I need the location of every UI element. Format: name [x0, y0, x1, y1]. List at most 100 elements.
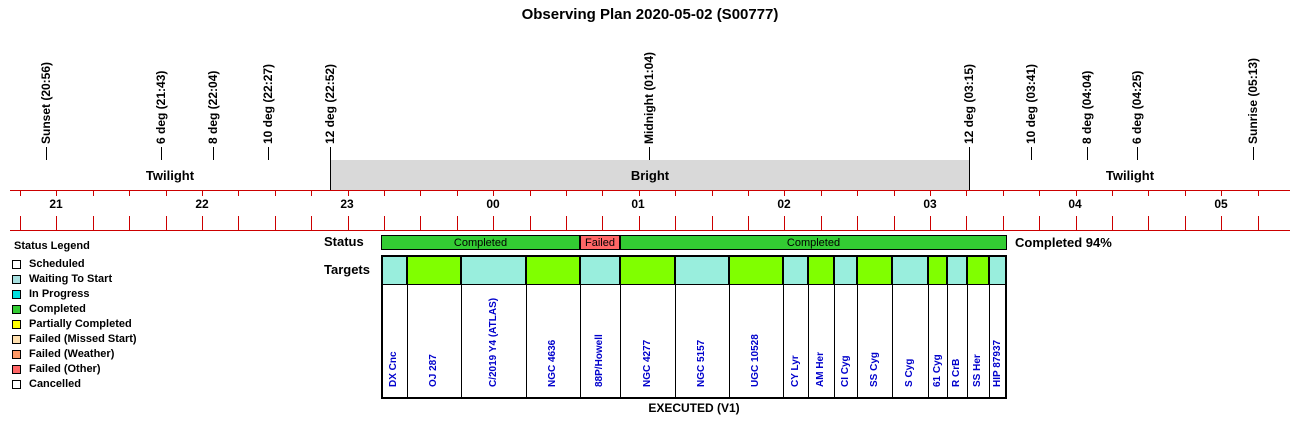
target-status-cell[interactable]: [989, 255, 1007, 285]
status-segment[interactable]: Completed: [381, 235, 580, 250]
axis-tick: [166, 216, 167, 230]
axis-tick: [129, 216, 130, 230]
axis-tick: [1112, 216, 1113, 230]
axis-tick: [275, 190, 276, 196]
legend-label: Scheduled: [29, 258, 85, 270]
event-label: 12 deg (03:15): [962, 63, 976, 144]
target-status-cell[interactable]: [783, 255, 808, 285]
axis-tick: [966, 216, 967, 230]
event-tick: [1137, 147, 1138, 160]
target-column[interactable]: [857, 285, 892, 398]
event-tick: [213, 147, 214, 160]
target-name[interactable]: S Cyg: [904, 358, 915, 387]
axis-tick: [1148, 190, 1149, 196]
target-status-cell[interactable]: [620, 255, 675, 285]
target-column[interactable]: [675, 285, 729, 398]
axis-tick: [202, 216, 203, 230]
target-status-cell[interactable]: [947, 255, 967, 285]
axis-tick: [966, 190, 967, 196]
target-name[interactable]: CY Lyr: [789, 355, 801, 387]
axis-tick: [1148, 216, 1149, 230]
target-name[interactable]: AM Her: [815, 351, 826, 387]
legend-swatch: [12, 364, 21, 374]
legend-item: Completed: [12, 303, 86, 315]
target-column[interactable]: [989, 285, 1007, 398]
axis-tick: [602, 190, 603, 196]
target-column[interactable]: [947, 285, 967, 398]
axis-tick: [56, 216, 57, 230]
event-tick: [1031, 147, 1032, 160]
target-name[interactable]: SS Her: [972, 354, 983, 387]
target-column[interactable]: [729, 285, 783, 398]
status-segment[interactable]: Failed: [580, 235, 620, 250]
target-status-cell[interactable]: [675, 255, 729, 285]
event-label: 6 deg (21:43): [154, 70, 168, 144]
target-status-cell[interactable]: [580, 255, 620, 285]
target-column[interactable]: [808, 285, 834, 398]
event-tick: [268, 147, 269, 160]
band-label: Twilight: [1105, 167, 1155, 183]
axis-tick: [457, 190, 458, 196]
target-name[interactable]: 88P/Howell: [594, 334, 605, 387]
target-name[interactable]: UGC 10528: [750, 334, 761, 387]
target-column[interactable]: [892, 285, 928, 398]
axis-tick: [930, 216, 931, 230]
axis-tick: [238, 216, 239, 230]
axis-tick: [384, 216, 385, 230]
status-segment[interactable]: Completed: [620, 235, 1007, 250]
axis-tick: [1258, 190, 1259, 196]
target-name[interactable]: OJ 287: [428, 354, 439, 387]
target-column[interactable]: [407, 285, 461, 398]
target-status-cell[interactable]: [857, 255, 892, 285]
target-status-cell[interactable]: [892, 255, 928, 285]
target-name[interactable]: NGC 4636: [547, 339, 558, 387]
axis-tick: [894, 190, 895, 196]
legend-swatch: [12, 334, 21, 344]
target-column[interactable]: [928, 285, 947, 398]
target-status-cell[interactable]: [407, 255, 461, 285]
event-label: Midnight (01:04): [642, 52, 656, 144]
target-status-cell[interactable]: [729, 255, 783, 285]
target-name[interactable]: DX Cnc: [388, 351, 399, 387]
axis-tick: [348, 190, 349, 196]
event-label: Sunset (20:56): [39, 61, 53, 144]
status-row-label: Status: [324, 234, 364, 249]
target-name[interactable]: CI Cyg: [839, 355, 851, 387]
target-column[interactable]: [783, 285, 808, 398]
legend-label: Completed: [29, 303, 86, 315]
legend-label: Partially Completed: [29, 318, 132, 330]
target-status-cell[interactable]: [526, 255, 580, 285]
target-name[interactable]: NGC 5157: [696, 339, 707, 387]
axis-tick: [311, 216, 312, 230]
axis-tick: [784, 216, 785, 230]
hour-label: 02: [777, 197, 791, 211]
target-name[interactable]: R CrB: [951, 358, 962, 387]
legend-label: Cancelled: [29, 378, 81, 390]
axis-tick: [530, 216, 531, 230]
target-status-cell[interactable]: [834, 255, 857, 285]
target-name[interactable]: C/2019 Y4 (ATLAS): [487, 297, 499, 387]
target-status-cell[interactable]: [808, 255, 834, 285]
axis-tick: [1076, 190, 1077, 196]
target-name[interactable]: SS Cyg: [868, 351, 880, 387]
twilight-band-morning: Twilight: [970, 160, 1290, 190]
target-name[interactable]: HIP 87937: [992, 339, 1003, 387]
axis-tick: [20, 216, 21, 230]
target-column[interactable]: [834, 285, 857, 398]
target-status-cell[interactable]: [967, 255, 989, 285]
event-label: 10 deg (03:41): [1024, 63, 1038, 144]
target-status-cell[interactable]: [461, 255, 526, 285]
target-name[interactable]: NGC 4277: [641, 339, 653, 387]
target-column[interactable]: [580, 285, 620, 398]
target-status-cell[interactable]: [381, 255, 407, 285]
axis-tick: [602, 216, 603, 230]
target-column[interactable]: [620, 285, 675, 398]
axis-tick: [784, 190, 785, 196]
target-column[interactable]: [967, 285, 989, 398]
target-column[interactable]: [461, 285, 526, 398]
target-name[interactable]: 61 Cyg: [931, 354, 943, 387]
hour-axis-bottom-line: [10, 230, 1290, 231]
axis-tick: [1258, 216, 1259, 230]
target-status-cell[interactable]: [928, 255, 947, 285]
target-column[interactable]: [526, 285, 580, 398]
